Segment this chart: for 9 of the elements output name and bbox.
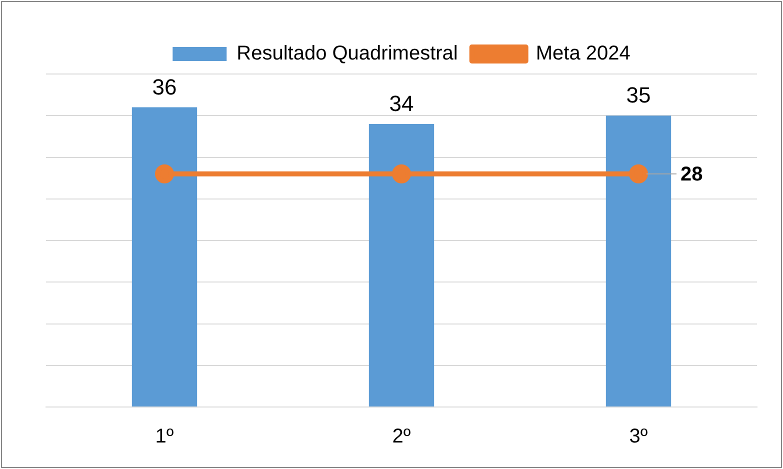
data-label: 28 bbox=[680, 163, 703, 186]
data-label: 34 bbox=[389, 91, 414, 116]
data-label: 35 bbox=[626, 82, 651, 108]
legend-label: Meta 2024 bbox=[536, 42, 630, 65]
x-tick-label: 2º bbox=[392, 426, 412, 448]
x-tick-label: 1º bbox=[155, 426, 174, 448]
legend-label: Resultado Quadrimestral bbox=[236, 42, 458, 65]
data-label: 36 bbox=[152, 74, 177, 100]
x-tick-label: 3º bbox=[629, 426, 648, 448]
